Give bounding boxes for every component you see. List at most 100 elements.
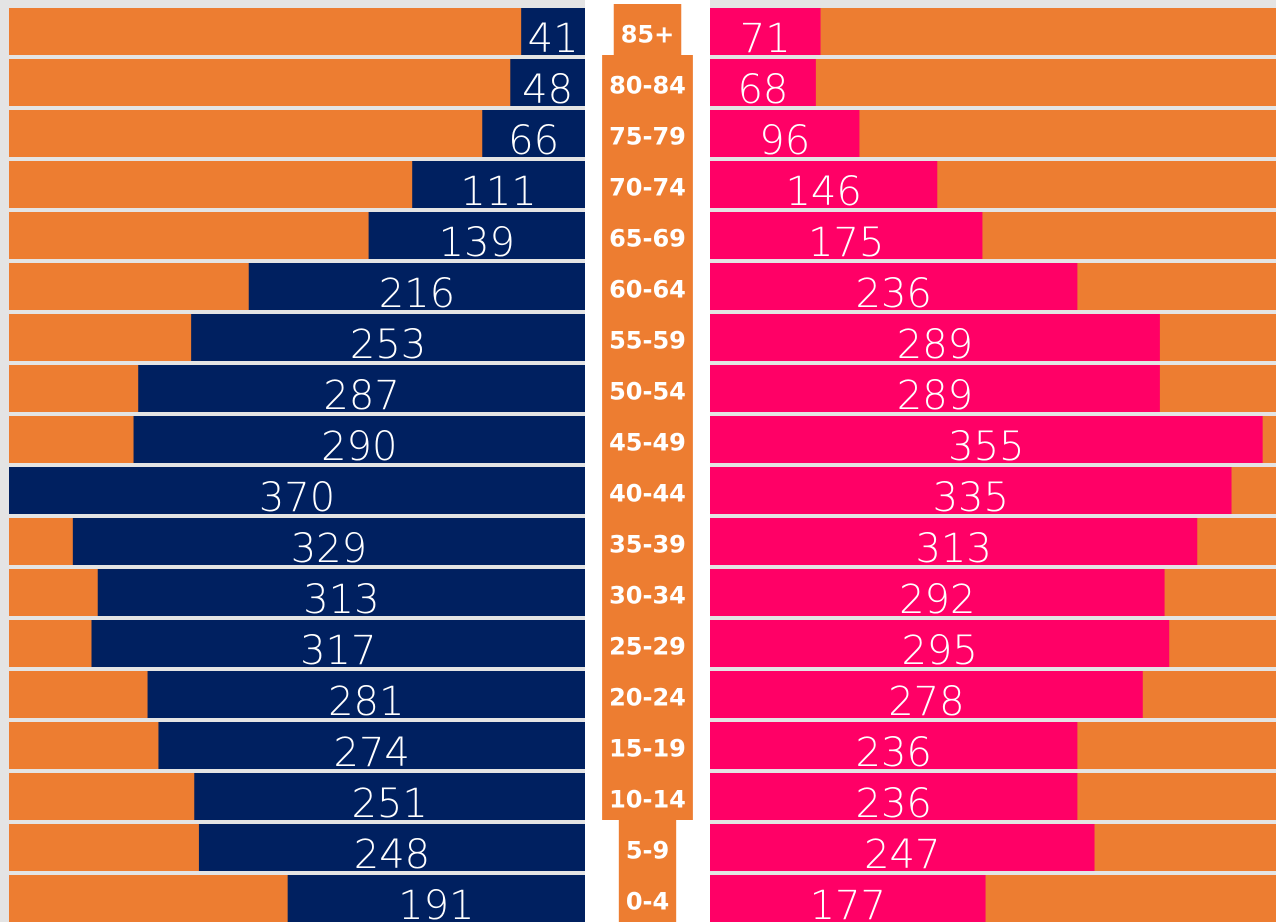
category-label: 25-29 [609, 633, 686, 661]
bar-right [710, 773, 1078, 820]
bar-left [97, 569, 585, 616]
category-label: 0-4 [626, 888, 669, 916]
category-box [602, 565, 693, 616]
category-label: 15-19 [609, 735, 686, 763]
value-label: 278 [888, 679, 964, 725]
bar-left [138, 365, 585, 412]
category-box [613, 4, 682, 55]
bar-right [710, 620, 1170, 667]
value-label: 295 [901, 628, 977, 674]
category-box [602, 259, 693, 310]
value-label: 281 [328, 679, 404, 725]
value-label: 289 [897, 322, 973, 368]
value-label: 111 [460, 169, 536, 215]
category-label: 85+ [621, 21, 675, 49]
category-box [602, 718, 693, 769]
bar-left [191, 314, 585, 361]
value-label: 139 [439, 220, 515, 266]
value-label: 335 [933, 475, 1009, 521]
category-label: 50-54 [609, 378, 686, 406]
category-box [602, 412, 693, 463]
bar-left [521, 8, 585, 55]
row-background [9, 59, 585, 106]
bar-right [710, 212, 983, 259]
value-label: 290 [321, 424, 397, 470]
bar-left [198, 824, 586, 871]
bar-left [510, 59, 585, 106]
value-label: 317 [300, 628, 376, 674]
bar-left [91, 620, 585, 667]
bar-right [710, 569, 1165, 616]
bar-right [710, 314, 1160, 361]
category-box [602, 361, 693, 412]
bar-left [72, 518, 585, 565]
bar-right [710, 722, 1078, 769]
category-box [602, 157, 693, 208]
value-label: 236 [856, 271, 932, 317]
bar-right [710, 263, 1078, 310]
bar-right [710, 875, 986, 922]
value-label: 370 [259, 475, 335, 521]
category-box [602, 208, 693, 259]
value-label: 274 [334, 730, 410, 776]
value-label: 48 [522, 67, 573, 113]
value-label: 253 [350, 322, 426, 368]
category-label: 40-44 [609, 480, 686, 508]
row-background [9, 8, 585, 55]
category-label: 10-14 [609, 786, 686, 814]
value-label: 175 [808, 220, 884, 266]
bar-right [710, 467, 1232, 514]
bar-left [194, 773, 585, 820]
category-box [602, 310, 693, 361]
value-label: 96 [759, 118, 810, 164]
bar-right [710, 824, 1095, 871]
value-label: 248 [354, 832, 430, 878]
bar-left [482, 110, 585, 157]
value-label: 68 [737, 67, 788, 113]
value-label: 177 [810, 883, 886, 922]
category-label: 35-39 [609, 531, 686, 559]
value-label: 41 [528, 16, 579, 62]
category-box [602, 667, 693, 718]
category-box [618, 820, 677, 871]
value-label: 216 [379, 271, 455, 317]
bar-right [710, 416, 1263, 463]
bar-right [710, 365, 1160, 412]
category-label: 65-69 [609, 225, 686, 253]
category-label: 20-24 [609, 684, 686, 712]
category-label: 75-79 [609, 123, 686, 151]
bar-left [248, 263, 585, 310]
value-label: 292 [899, 577, 975, 623]
value-label: 247 [864, 832, 940, 878]
bar-left [133, 416, 586, 463]
bar-left [287, 875, 585, 922]
bar-left [158, 722, 585, 769]
bar-left [368, 212, 585, 259]
value-label: 287 [323, 373, 399, 419]
bar-right [710, 518, 1198, 565]
bar-left [9, 467, 585, 514]
category-box [602, 463, 693, 514]
value-label: 71 [740, 16, 791, 62]
value-label: 236 [856, 781, 932, 827]
category-label: 70-74 [609, 174, 686, 202]
category-label: 45-49 [609, 429, 686, 457]
category-label: 30-34 [609, 582, 686, 610]
bar-right [710, 8, 821, 55]
bar-right [710, 161, 938, 208]
category-box [602, 514, 693, 565]
value-label: 191 [398, 883, 474, 922]
value-label: 313 [303, 577, 379, 623]
value-label: 66 [508, 118, 559, 164]
value-label: 289 [897, 373, 973, 419]
bar-right [710, 671, 1143, 718]
value-label: 313 [915, 526, 991, 572]
category-label: 80-84 [609, 72, 686, 100]
value-label: 329 [291, 526, 367, 572]
category-box [602, 55, 693, 106]
category-label: 5-9 [626, 837, 669, 865]
value-label: 236 [856, 730, 932, 776]
category-box [602, 616, 693, 667]
value-label: 251 [351, 781, 427, 827]
